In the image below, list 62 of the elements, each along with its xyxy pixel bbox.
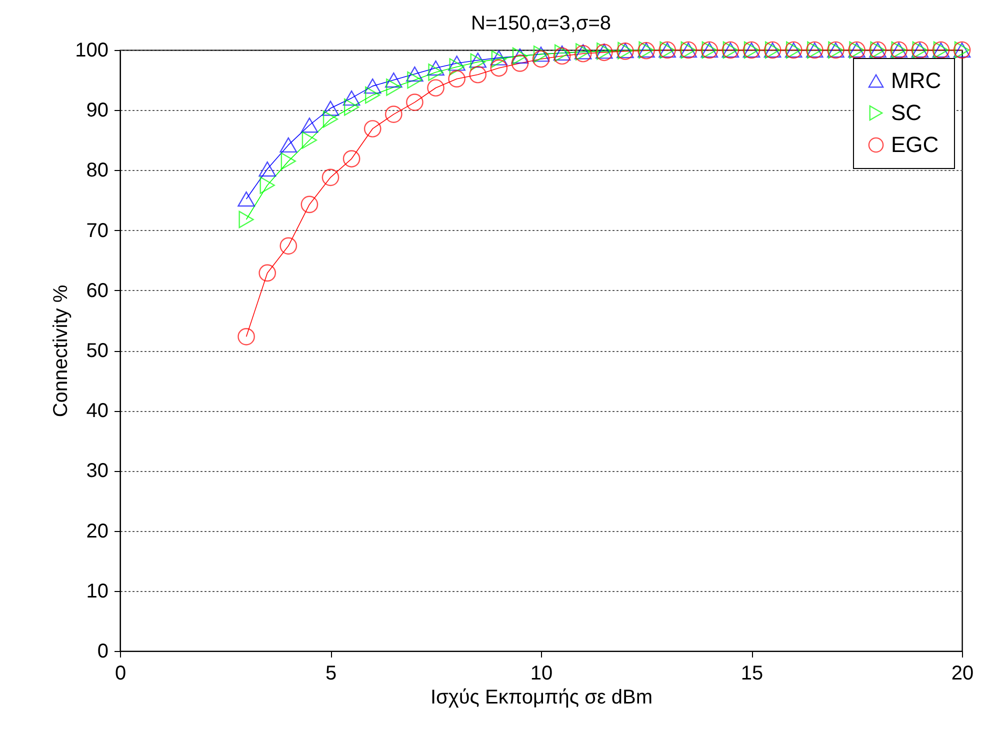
y-tick-label: 50: [86, 340, 108, 362]
chart-title: N=150,α=3,σ=8: [470, 12, 612, 35]
point: [238, 328, 255, 346]
y-tick-label: 10: [86, 580, 108, 602]
point: [365, 86, 380, 104]
x-tick-label: 5: [325, 662, 337, 684]
point: [469, 52, 487, 68]
point: [427, 79, 444, 97]
point: [384, 106, 402, 123]
y-axis-title: Connectivity %: [50, 284, 72, 418]
x-tick-label: 15: [740, 662, 764, 684]
x-axis-title: Ισχύς Εκπομπής σε dBm: [430, 686, 653, 708]
point: [238, 210, 254, 228]
point: [427, 60, 444, 76]
point: [511, 54, 529, 72]
x-tick-label: 20: [951, 662, 974, 684]
y-tick-label: 30: [86, 460, 108, 482]
point: [448, 56, 466, 71]
point: [407, 71, 422, 89]
point: [532, 50, 550, 68]
point: [342, 90, 360, 106]
point: [384, 72, 402, 88]
legend-label: EGC: [891, 132, 939, 157]
point: [364, 120, 382, 138]
y-tick-label: 70: [86, 220, 108, 242]
point: [553, 47, 571, 65]
y-tick-label: 0: [97, 640, 108, 662]
point: [386, 78, 402, 96]
x-tick-label: 0: [114, 662, 126, 684]
y-tick-label: 80: [86, 160, 108, 182]
y-tick-label: 90: [86, 100, 108, 122]
y-tick-label: 40: [86, 400, 108, 422]
point: [300, 196, 318, 214]
point: [469, 66, 487, 84]
point: [490, 59, 508, 77]
point: [302, 131, 318, 149]
point: [322, 110, 338, 128]
y-tick-label: 60: [86, 280, 108, 302]
point: [470, 53, 486, 71]
x-tick-label: 10: [530, 662, 553, 684]
point: [428, 64, 444, 81]
point: [344, 98, 360, 116]
point: [449, 58, 464, 76]
y-tick-label: 20: [86, 520, 108, 542]
point: [448, 70, 466, 88]
point: [280, 137, 298, 153]
y-tick-label: 100: [75, 40, 108, 62]
point: [258, 264, 276, 282]
point: [280, 237, 298, 255]
point: [406, 66, 424, 82]
point: [280, 152, 296, 170]
point: [322, 168, 340, 186]
point: [342, 150, 360, 168]
point: [364, 78, 382, 94]
legend-label: SC: [891, 100, 922, 125]
point: [258, 161, 276, 177]
point: [300, 118, 318, 133]
point: [260, 176, 275, 194]
point: [322, 100, 340, 116]
legend-label: MRC: [891, 68, 942, 93]
point: [238, 191, 255, 207]
point: [406, 94, 424, 111]
